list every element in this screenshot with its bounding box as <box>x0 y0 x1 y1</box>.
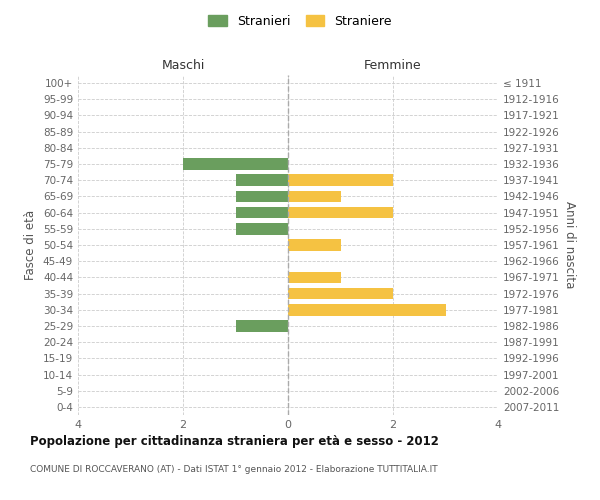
Text: Femmine: Femmine <box>364 59 422 72</box>
Bar <box>235 223 288 234</box>
Text: Maschi: Maschi <box>161 59 205 72</box>
Bar <box>288 190 341 202</box>
Bar <box>235 320 288 332</box>
Y-axis label: Anni di nascita: Anni di nascita <box>563 202 576 288</box>
Bar <box>235 174 288 186</box>
Bar <box>235 190 288 202</box>
Text: COMUNE DI ROCCAVERANO (AT) - Dati ISTAT 1° gennaio 2012 - Elaborazione TUTTITALI: COMUNE DI ROCCAVERANO (AT) - Dati ISTAT … <box>30 465 437 474</box>
Bar <box>288 288 393 300</box>
Bar <box>288 239 341 251</box>
Bar <box>288 207 393 218</box>
Text: Popolazione per cittadinanza straniera per età e sesso - 2012: Popolazione per cittadinanza straniera p… <box>30 435 439 448</box>
Y-axis label: Fasce di età: Fasce di età <box>25 210 37 280</box>
Bar <box>288 272 341 283</box>
Bar <box>288 174 393 186</box>
Bar <box>183 158 288 170</box>
Bar <box>288 304 445 316</box>
Legend: Stranieri, Straniere: Stranieri, Straniere <box>205 11 395 32</box>
Bar <box>235 207 288 218</box>
